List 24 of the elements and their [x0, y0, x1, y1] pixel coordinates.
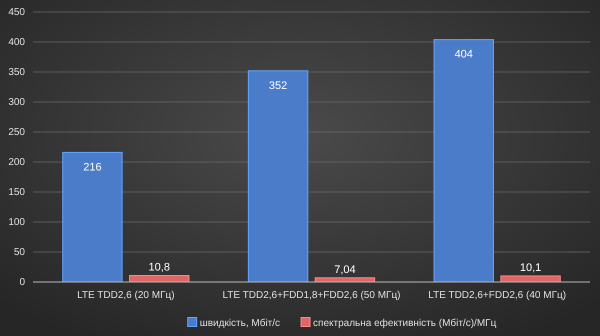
y-tick-label: 350 [8, 67, 26, 78]
y-tick-label: 100 [8, 217, 26, 228]
bar [62, 152, 123, 282]
bar [248, 70, 308, 282]
data-label: 7,04 [334, 264, 356, 276]
legend-label: швидкість, Мбіт/с [200, 318, 280, 329]
data-label: 404 [454, 48, 473, 61]
y-tick-label: 0 [19, 277, 26, 288]
data-label: 10,1 [520, 262, 542, 274]
y-tick-label: 250 [8, 127, 26, 138]
x-tick-label: LTE TDD2,6+FDD2,6 (40 МГц) [428, 290, 566, 301]
x-tick-label: LTE TDD2,6 (20 МГц) [77, 290, 175, 301]
data-label: 216 [83, 161, 102, 174]
y-tick-label: 400 [8, 37, 26, 48]
y-tick-label: 50 [14, 247, 26, 258]
x-tick-label: LTE TDD2,6+FDD1,8+FDD2,6 (50 МГц) [222, 290, 401, 301]
data-label: 352 [268, 80, 288, 92]
data-label: 10,8 [148, 262, 170, 274]
y-tick-label: 150 [8, 187, 26, 198]
y-tick-label: 450 [8, 7, 26, 18]
y-tick-label: 300 [8, 97, 26, 108]
y-tick-label: 200 [8, 157, 26, 168]
legend-label: спектральна ефективність (Мбіт/с)/МГц [313, 318, 497, 329]
bar [434, 39, 494, 282]
